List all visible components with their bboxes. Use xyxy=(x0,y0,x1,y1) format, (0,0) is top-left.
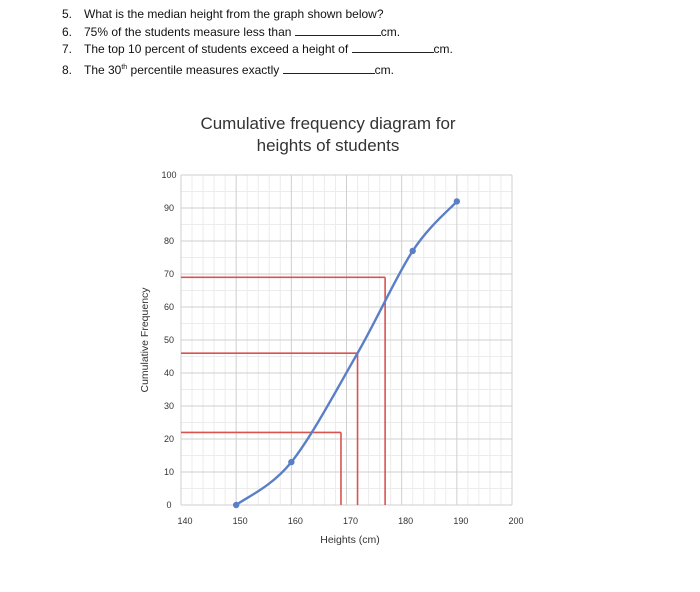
x-tick-label: 180 xyxy=(398,516,413,526)
x-tick-label: 190 xyxy=(453,516,468,526)
x-tick-label: 150 xyxy=(233,516,248,526)
y-tick-label: 50 xyxy=(164,335,174,345)
reference-lines xyxy=(181,276,386,505)
y-tick-label: 80 xyxy=(164,236,174,246)
chart-series xyxy=(232,198,461,509)
question-item: 5. What is the median height from the gra… xyxy=(62,6,453,24)
y-tick-label: 90 xyxy=(164,203,174,213)
question-item: 7. The top 10 percent of students exceed … xyxy=(62,41,453,59)
question-item: 6. 75% of the students measure less than … xyxy=(62,24,453,42)
x-tick-labels: 140 150 160 170 180 190 200 xyxy=(177,516,523,526)
answer-blank[interactable] xyxy=(282,62,375,74)
y-tick-labels: 0 10 20 30 40 50 60 70 80 90 100 xyxy=(161,170,176,510)
question-item: 8. The 30th percentile measures exactly c… xyxy=(62,59,453,80)
data-point xyxy=(232,501,240,509)
x-tick-label: 200 xyxy=(508,516,523,526)
x-tick-label: 160 xyxy=(288,516,303,526)
y-tick-label: 40 xyxy=(164,368,174,378)
y-tick-label: 20 xyxy=(164,434,174,444)
chart-major-grid xyxy=(180,174,513,506)
y-axis-label: Cumulative Frequency xyxy=(139,287,151,393)
y-tick-label: 70 xyxy=(164,269,174,279)
question-text: cm. xyxy=(433,42,453,56)
y-tick-label: 0 xyxy=(166,500,171,510)
chart-title-line-2: heights of students xyxy=(257,136,400,155)
question-text: percentile measures exactly xyxy=(127,62,283,77)
question-number: 5. xyxy=(62,7,73,21)
question-text: The 30 xyxy=(84,62,122,77)
question-list: 5. What is the median height from the gra… xyxy=(62,6,453,79)
y-tick-label: 100 xyxy=(161,170,176,180)
y-tick-label: 30 xyxy=(164,401,174,411)
x-tick-label: 140 xyxy=(177,516,192,526)
y-tick-label: 60 xyxy=(164,302,174,312)
data-point xyxy=(453,198,461,205)
question-number: 8. xyxy=(62,62,73,77)
data-point xyxy=(409,247,416,255)
question-text: What is the median height from the graph… xyxy=(84,7,384,21)
x-tick-label: 170 xyxy=(343,516,358,526)
chart-title-line-1: Cumulative frequency diagram for xyxy=(200,114,455,133)
series-line xyxy=(235,200,458,506)
question-number: 6. xyxy=(62,24,73,39)
answer-blank[interactable] xyxy=(294,24,381,36)
x-axis-label: Heights (cm) xyxy=(320,534,380,546)
ordinal-suffix: th xyxy=(121,63,128,71)
question-text: cm. xyxy=(380,24,401,39)
data-point xyxy=(288,458,295,466)
question-text: cm. xyxy=(374,62,394,77)
question-number: 7. xyxy=(62,42,73,56)
question-text: 75% of the students measure less than xyxy=(84,24,295,39)
y-tick-label: 10 xyxy=(164,467,174,477)
question-text: The top 10 percent of students exceed a … xyxy=(84,42,352,56)
answer-blank[interactable] xyxy=(351,41,434,53)
